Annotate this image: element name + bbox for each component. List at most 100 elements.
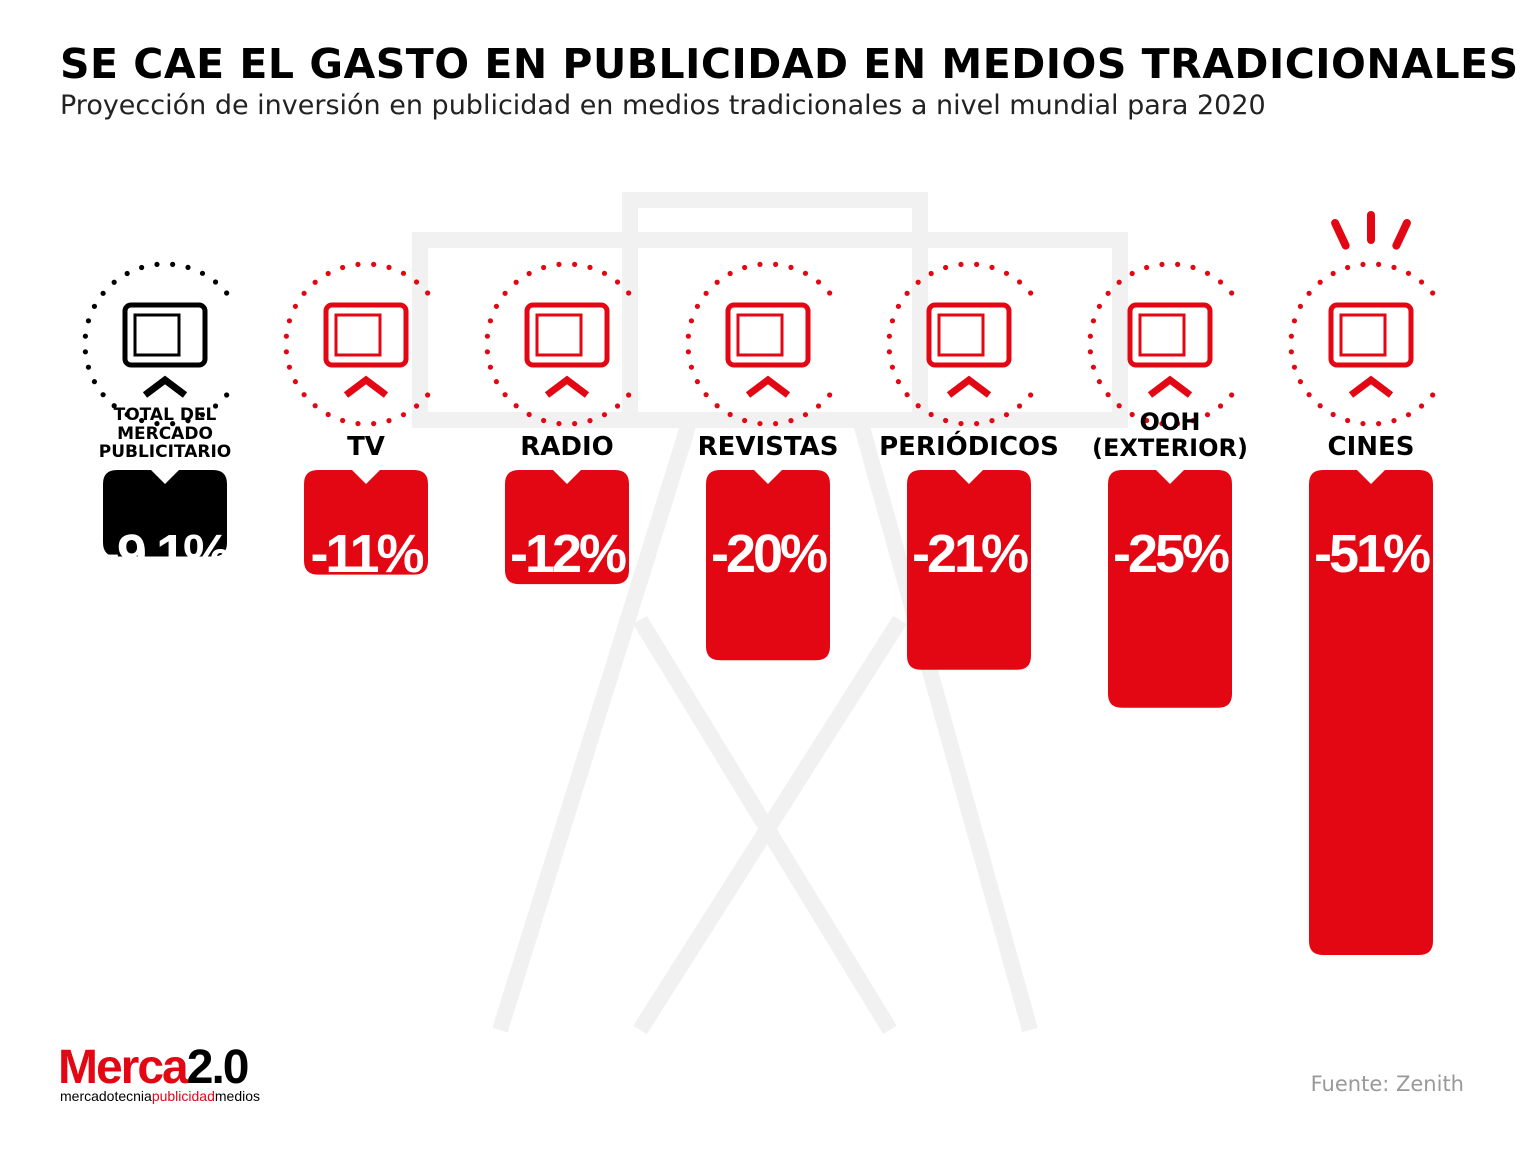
category-label: TOTAL DEL MERCADO PUBLICITARIO: [98, 405, 232, 463]
icon-dot: [1087, 333, 1093, 339]
chevron: [544, 375, 590, 398]
icon-dot: [1144, 264, 1150, 271]
icon-dot: [371, 261, 377, 267]
icon-dot: [283, 349, 289, 355]
icon-dot: [1003, 412, 1010, 418]
category-label: OOH (EXTERIOR): [1092, 408, 1248, 463]
icon-dot: [1376, 261, 1382, 267]
icon-dot: [685, 333, 691, 339]
icon-dot: [1090, 318, 1097, 324]
icon-dot: [1175, 261, 1181, 267]
value-label: -51%: [1314, 524, 1430, 584]
icon-dot: [340, 417, 346, 424]
icon-dot: [1376, 421, 1382, 427]
icon-dot: [301, 290, 307, 296]
icon-dot: [587, 264, 593, 270]
icon-shape: [937, 313, 985, 357]
icon-dot: [526, 270, 532, 277]
icon-dot: [1028, 290, 1034, 296]
icon-dot: [513, 403, 519, 409]
icon-dot: [199, 270, 206, 276]
icon-dot: [773, 261, 779, 267]
icon-dot: [915, 279, 921, 285]
icon-dot: [827, 290, 833, 296]
icon-dot: [355, 420, 361, 427]
logo-tagline: mercadotecniapublicidadmedios: [60, 1088, 260, 1104]
icon-dot: [601, 412, 608, 418]
chevron: [142, 375, 188, 398]
icon-dot: [1430, 392, 1436, 398]
icon-dot: [487, 318, 494, 324]
icon-dot: [1159, 261, 1165, 268]
category-label: RADIO: [520, 432, 614, 462]
icon-dot: [154, 420, 160, 427]
logo-part: Merca: [58, 1041, 189, 1094]
icon-dot: [827, 392, 833, 398]
icon-shape: [725, 302, 811, 368]
icon-dot: [1090, 364, 1097, 370]
icon-dot: [1217, 403, 1224, 409]
icon-dot: [915, 403, 921, 409]
icon-shape: [122, 302, 208, 368]
icon-dot: [1217, 279, 1224, 285]
icon: [886, 261, 1034, 427]
icon-dot: [802, 412, 809, 418]
icon-dot: [1330, 411, 1336, 418]
chevron: [343, 375, 389, 398]
subtitle: Proyección de inversión en publicidad en…: [60, 90, 1266, 121]
icon: [1087, 261, 1235, 427]
icon-dot: [815, 279, 822, 285]
icon-dot: [1317, 279, 1323, 285]
icon-dot: [1405, 270, 1412, 276]
icon-dot: [487, 364, 494, 370]
icon-dot: [904, 392, 910, 398]
icon-dot: [312, 403, 318, 409]
icon-dot: [1129, 411, 1135, 418]
bar: [505, 470, 629, 585]
icon-dot: [1105, 290, 1111, 296]
icon-dot: [413, 403, 420, 409]
value-label: -20%: [711, 524, 827, 584]
icon-dot: [904, 290, 910, 296]
icon-dot: [355, 261, 361, 268]
icon-dot: [1190, 418, 1196, 424]
icon-shape: [535, 313, 583, 357]
icon-dot: [1016, 403, 1023, 409]
icon-dot: [1391, 264, 1397, 270]
icon-dot: [1345, 417, 1351, 424]
icon-dot: [100, 392, 106, 398]
icon-dot: [502, 290, 508, 296]
tag-part: publicidad: [151, 1088, 215, 1104]
icon-dot: [85, 364, 92, 370]
icon-dot: [802, 270, 809, 276]
icon-dot: [212, 279, 219, 285]
icon-dot: [386, 418, 392, 424]
background-tower: [412, 192, 1128, 1035]
icon-dot: [928, 411, 934, 418]
icon-dot: [1306, 392, 1312, 398]
icon-dot: [301, 392, 307, 398]
icon-dot: [224, 392, 230, 398]
icon-dot: [815, 403, 822, 409]
icon-dot: [312, 279, 318, 285]
logo: Merca2.0: [58, 1040, 249, 1095]
icon-dot: [139, 264, 145, 271]
icon-dot: [286, 318, 293, 324]
icon: [685, 261, 833, 427]
icon-dot: [1204, 270, 1211, 276]
icon-dot: [199, 412, 206, 418]
icon-shape: [1328, 302, 1414, 368]
icon-dot: [283, 333, 289, 339]
icon-dot: [82, 333, 88, 339]
category-label: PERIÓDICOS: [879, 432, 1059, 462]
icon-dot: [626, 392, 632, 398]
icon-dot: [513, 279, 519, 285]
icon-dot: [413, 279, 420, 285]
icon-dot: [943, 417, 949, 424]
icon-shape: [1339, 313, 1387, 357]
bar: [1309, 470, 1433, 955]
icon-dot: [286, 364, 293, 370]
icon-dot: [703, 392, 709, 398]
icon-dot: [703, 290, 709, 296]
icon-dot: [124, 411, 130, 418]
